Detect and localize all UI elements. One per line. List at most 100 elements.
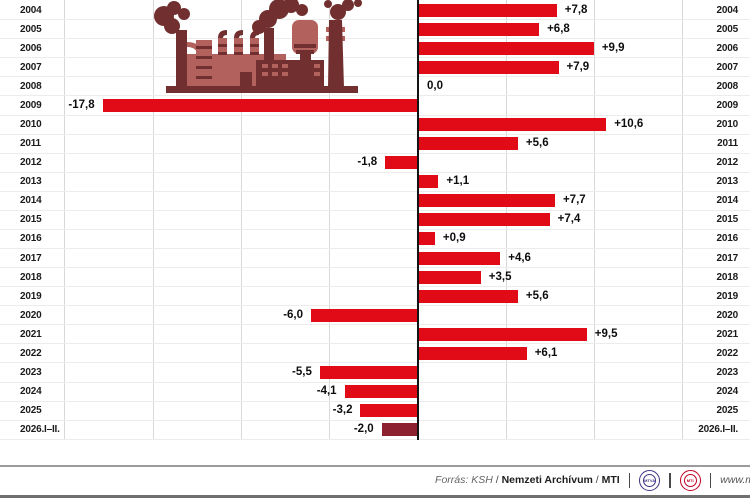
bottom-border-line: [0, 494, 750, 498]
row-separator-line: [0, 114, 750, 116]
year-label-left: 2006: [20, 42, 42, 54]
row-separator-line: [0, 362, 750, 364]
year-label-left: 2023: [20, 366, 42, 378]
value-label: +1,1: [446, 175, 470, 188]
row-separator-line: [0, 76, 750, 78]
footer: Forrás: KSH / Nemzeti Archívum / MTI MTV…: [435, 467, 750, 493]
value-label: -6,0: [283, 308, 304, 321]
row-separator-line: [0, 133, 750, 135]
data-bar: [419, 213, 550, 227]
row-separator-line: [0, 267, 750, 269]
row-separator-line: [0, 438, 750, 440]
data-bar: [419, 3, 557, 17]
data-bar: [360, 404, 417, 418]
value-label: 0,0: [427, 79, 443, 92]
website-label: www.m: [720, 474, 750, 486]
data-bar: [419, 137, 518, 151]
value-label: +5,6: [525, 289, 549, 302]
row-separator-line: [0, 400, 750, 402]
value-label: +6,1: [534, 346, 558, 359]
gridline: [594, 0, 596, 439]
data-bar: [419, 270, 481, 284]
value-label: +7,4: [557, 213, 581, 226]
mti-logo: MTI: [679, 469, 701, 491]
row-separator-line: [0, 171, 750, 173]
data-bar: [311, 308, 417, 322]
value-label: +3,5: [488, 270, 512, 283]
data-bar: [419, 346, 527, 360]
factory-illustration: [154, 0, 362, 93]
value-label: -17,8: [68, 98, 95, 111]
value-label: -1,8: [357, 156, 378, 169]
zero-axis-line: [416, 0, 419, 440]
year-label-right: 2025: [716, 405, 739, 417]
year-label-left: 2026.I–II.: [20, 424, 60, 436]
gridline: [240, 0, 242, 439]
row-separator-line: [0, 209, 750, 211]
gridline: [64, 0, 66, 439]
value-label: +7,7: [562, 194, 586, 207]
row-separator-line: [0, 419, 750, 421]
year-label-left: 2017: [20, 252, 42, 264]
data-bar: [419, 232, 435, 246]
row-separator-line: [0, 19, 750, 21]
value-label: -4,1: [316, 385, 337, 397]
year-label-left: 2024: [20, 386, 42, 397]
year-label-right: 2021: [716, 328, 739, 340]
year-label-left: 2015: [20, 214, 42, 226]
year-label-left: 2012: [20, 157, 42, 169]
data-bar: [344, 385, 417, 399]
row-separator-line: [0, 38, 750, 40]
year-label-right: 2017: [716, 252, 739, 264]
year-label-left: 2013: [20, 176, 42, 188]
year-label-right: 2007: [716, 61, 739, 73]
value-label: +7,9: [566, 60, 590, 73]
row-separator-line: [0, 152, 750, 154]
value-label: -5,5: [292, 365, 312, 378]
year-label-left: 2025: [20, 405, 42, 417]
data-bar: [419, 22, 540, 36]
year-label-right: 2020: [716, 309, 739, 321]
row-separator-line: [0, 286, 750, 288]
data-bar: [419, 60, 559, 74]
row-separator-line: [0, 324, 750, 326]
data-bar: [419, 118, 607, 132]
row-separator-line: [0, 57, 750, 59]
value-label: +4,6: [508, 251, 531, 264]
year-label-left: 2004: [20, 4, 42, 16]
source-credit: Forrás: KSH / Nemzeti Archívum / MTI: [435, 474, 620, 486]
data-bar: [419, 251, 501, 265]
year-label-left: 2020: [20, 309, 42, 321]
year-label-right: 2009: [716, 99, 739, 111]
year-label-left: 2009: [20, 99, 42, 111]
gridline: [329, 0, 331, 439]
footer-separator-line: [0, 464, 750, 467]
year-label-left: 2010: [20, 119, 42, 131]
year-label-right: 2013: [716, 176, 739, 188]
value-label: +6,8: [547, 22, 570, 35]
data-bar: [419, 289, 518, 303]
value-label: +9,9: [601, 41, 625, 54]
data-bar: [381, 423, 417, 437]
year-label-left: 2018: [20, 271, 42, 283]
year-label-right: 2018: [716, 271, 739, 283]
data-bar: [419, 194, 555, 208]
year-label-left: 2021: [20, 328, 42, 340]
data-bar: [385, 156, 417, 170]
data-bar: [102, 98, 417, 112]
gridline: [152, 0, 154, 439]
row-separator-line: [0, 381, 750, 383]
value-label: -2,0: [353, 423, 374, 436]
year-label-right: 2019: [716, 290, 739, 302]
value-label: -3,2: [332, 404, 353, 417]
year-label-right: 2012: [716, 157, 739, 169]
data-bar: [419, 175, 439, 189]
mtva-logo: MTVA: [639, 469, 661, 491]
year-label-right: 2011: [717, 138, 738, 150]
row-separator-line: [0, 248, 750, 249]
year-label-left: 2007: [20, 61, 42, 73]
value-label: +9,5: [594, 327, 618, 340]
value-label: +0,9: [442, 232, 466, 245]
year-label-right: 2014: [716, 195, 739, 207]
year-label-right: 2022: [716, 347, 739, 359]
